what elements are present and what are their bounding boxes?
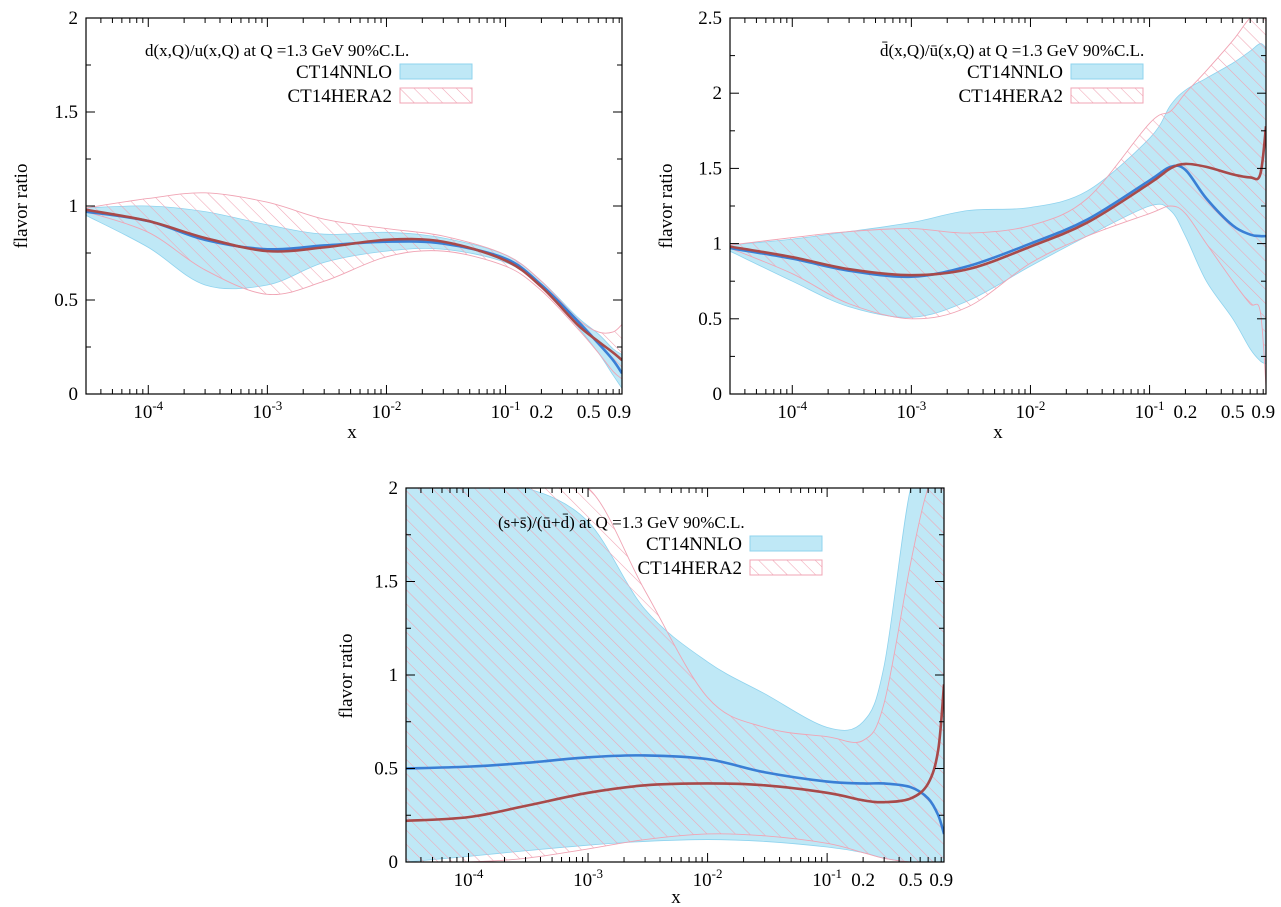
- ticks-3: 0 0.5 1 1.5 2 10-4 10-3 10-2 10-1 0.2 0.5 0.9: [374, 478, 953, 891]
- x-tick-exponent-2: -4: [796, 398, 807, 413]
- legend-label-nnlo-1: CT14NNLO: [296, 62, 392, 83]
- x-tick-label-3: 0.2: [851, 870, 875, 891]
- legend-label-nnlo-2: CT14NNLO: [967, 62, 1063, 83]
- x-tick-exponent-2: -3: [915, 398, 926, 413]
- x-tick-exponent-3: -4: [473, 866, 484, 881]
- chart-panel-2: 0 0.5 1 1.5 2 2.5 10-4 10-3 10-2 10-1 0.2 0.5 0.9 d̄…: [656, 8, 1275, 443]
- line-layer-1: [86, 208, 622, 375]
- x-tick-label-3: 0.5: [899, 870, 923, 891]
- hera2-central-line-2: [730, 126, 1266, 277]
- hera2-band-1: [86, 192, 622, 380]
- x-tick-label-2: 0.9: [1251, 402, 1275, 423]
- x-tick-exponent-3: -2: [712, 866, 723, 881]
- y-axis-label-3: flavor ratio: [336, 634, 357, 719]
- legend-swatch-hera2-2: [1070, 87, 1144, 104]
- x-tick-label-2: 10-1: [1135, 398, 1165, 423]
- y-axis-label-1: flavor ratio: [11, 164, 32, 249]
- legend-swatch-hera2-1: [399, 87, 473, 104]
- legend-swatch-nnlo-1: [399, 63, 473, 80]
- band-layer-3: [406, 488, 944, 862]
- nnlo-central-line-3: [406, 754, 944, 835]
- line-layer-2: [730, 126, 1266, 279]
- x-axis-label-3: x: [671, 887, 681, 907]
- chart-title-2: d̄(x,Q)/ū(x,Q) at Q =1.3 GeV 90%C.L.: [880, 41, 1144, 60]
- x-tick-exponent-1: -2: [391, 398, 402, 413]
- x-tick-label-1: 10-1: [491, 398, 521, 423]
- y-tick-label-2: 0.5: [698, 309, 722, 330]
- chart-title-1: d(x,Q)/u(x,Q) at Q =1.3 GeV 90%C.L.: [145, 41, 409, 60]
- x-tick-label-2: 0.5: [1221, 402, 1245, 423]
- x-tick-label-3: 10-2: [693, 866, 723, 891]
- y-tick-label-1: 2: [69, 8, 79, 29]
- x-tick-label-2: 10-4: [777, 398, 807, 423]
- line-layer-3: [406, 684, 944, 835]
- y-tick-label-2: 0: [713, 384, 723, 405]
- x-tick-label-1: 0.9: [607, 402, 631, 423]
- y-tick-label-3: 0.5: [374, 759, 398, 780]
- legend-3: CT14NNLO CT14HERA2: [638, 534, 823, 579]
- y-tick-label-1: 0.5: [54, 290, 78, 311]
- y-tick-label-2: 1.5: [698, 158, 722, 179]
- chart-title-3: (s+s̄)/(ū+d̄) at Q =1.3 GeV 90%C.L.: [498, 513, 745, 532]
- x-tick-label-3: 10-1: [812, 866, 842, 891]
- ticks-2: 0 0.5 1 1.5 2 2.5 10-4 10-3 10-2 10-1 0.2 0.5 0.9: [698, 8, 1275, 423]
- y-tick-label-2: 2: [713, 83, 723, 104]
- x-axis-label-1: x: [347, 422, 357, 443]
- x-tick-exponent-1: -1: [510, 398, 521, 413]
- x-tick-exponent-1: -3: [271, 398, 282, 413]
- y-tick-label-1: 1: [69, 196, 79, 217]
- x-tick-label-1: 10-3: [252, 398, 282, 423]
- y-tick-label-2: 2.5: [698, 8, 722, 29]
- nnlo-central-line-1: [86, 210, 622, 375]
- x-tick-exponent-2: -1: [1154, 398, 1165, 413]
- x-tick-exponent-3: -3: [592, 866, 603, 881]
- chart-panel-1: 0 0.5 1 1.5 2 10-4 10-3 10-2 10-1 0.2 0.5 0.9 d(x,Q…: [11, 8, 631, 443]
- legend-1: CT14NNLO CT14HERA2: [288, 62, 473, 107]
- x-tick-label-1: 0.2: [530, 402, 554, 423]
- legend-swatch-hera2-3: [749, 559, 823, 576]
- chart-panel-3: 0 0.5 1 1.5 2 10-4 10-3 10-2 10-1 0.2 0.5 0.9 (s+s̄…: [336, 478, 953, 907]
- ticks-1: 0 0.5 1 1.5 2 10-4 10-3 10-2 10-1 0.2 0.5 0.9: [54, 8, 631, 423]
- legend-label-hera2-1: CT14HERA2: [288, 86, 393, 107]
- nnlo-central-line-2: [730, 164, 1266, 279]
- x-tick-exponent-3: -1: [831, 866, 842, 881]
- y-axis-label-2: flavor ratio: [656, 164, 677, 249]
- legend-swatch-nnlo-3: [749, 535, 823, 552]
- legend-label-hera2-3: CT14HERA2: [638, 558, 743, 579]
- hera2-central-line-1: [86, 208, 622, 362]
- x-tick-label-2: 10-3: [896, 398, 926, 423]
- x-tick-exponent-2: -2: [1035, 398, 1046, 413]
- y-tick-label-1: 0: [69, 384, 79, 405]
- hera2-central-line-3: [406, 684, 944, 823]
- x-axis-label-2: x: [993, 422, 1003, 443]
- x-tick-label-3: 10-4: [454, 866, 484, 891]
- y-tick-label-1: 1.5: [54, 102, 78, 123]
- x-tick-label-2: 10-2: [1016, 398, 1046, 423]
- legend-label-nnlo-3: CT14NNLO: [646, 534, 742, 555]
- y-tick-label-3: 1.5: [374, 572, 398, 593]
- x-tick-label-3: 10-3: [573, 866, 603, 891]
- band-layer-1: [86, 192, 622, 390]
- x-tick-exponent-1: -4: [152, 398, 163, 413]
- x-tick-label-1: 10-4: [133, 398, 163, 423]
- x-tick-label-2: 0.2: [1174, 402, 1198, 423]
- legend-2: CT14NNLO CT14HERA2: [959, 62, 1144, 107]
- y-tick-label-3: 0: [389, 852, 399, 873]
- hera2-band-3: [406, 488, 944, 862]
- y-tick-label-3: 1: [389, 665, 399, 686]
- legend-label-hera2-2: CT14HERA2: [959, 86, 1064, 107]
- x-tick-label-1: 0.5: [577, 402, 601, 423]
- y-tick-label-2: 1: [713, 234, 723, 255]
- y-tick-label-3: 2: [389, 478, 399, 499]
- legend-swatch-nnlo-2: [1070, 63, 1144, 80]
- x-tick-label-1: 10-2: [372, 398, 402, 423]
- x-tick-label-3: 0.9: [929, 870, 953, 891]
